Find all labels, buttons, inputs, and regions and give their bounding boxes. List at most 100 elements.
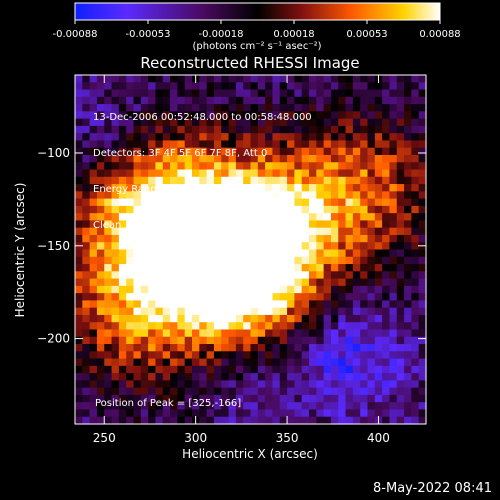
heatmap-cell [396, 285, 405, 294]
heatmap-cell [360, 402, 369, 411]
heatmap-cell [228, 220, 237, 229]
heatmap-cell [418, 75, 427, 83]
heatmap-cell [396, 402, 405, 411]
heatmap-cell [309, 271, 317, 280]
heatmap-cell [148, 409, 157, 418]
heatmap-cell [199, 365, 208, 374]
heatmap-cell [330, 242, 339, 251]
heatmap-cell [96, 104, 105, 112]
heatmap-cell [330, 256, 339, 265]
heatmap-cell [206, 198, 215, 207]
heatmap-cell [287, 176, 295, 185]
heatmap-cell [316, 256, 325, 265]
heatmap-cell [294, 278, 303, 287]
heatmap-cell [418, 169, 427, 178]
heatmap-cell [221, 118, 230, 127]
heatmap-cell [162, 394, 171, 403]
heatmap-cell [104, 176, 113, 185]
heatmap-cell [111, 75, 120, 83]
heatmap-cell [418, 380, 427, 389]
heatmap-cell [316, 336, 325, 345]
heatmap-cell [228, 365, 237, 374]
heatmap-cell [118, 336, 127, 345]
heatmap-cell [235, 133, 244, 142]
heatmap-cell [170, 249, 178, 258]
heatmap-cell [301, 322, 310, 331]
heatmap-cell [404, 307, 412, 316]
heatmap-cell [96, 314, 105, 323]
heatmap-cell [170, 191, 178, 200]
heatmap-cell [396, 300, 405, 309]
heatmap-cell [279, 285, 288, 294]
heatmap-cell [184, 402, 193, 411]
heatmap-cell [404, 89, 412, 98]
heatmap-cell [287, 118, 295, 127]
heatmap-cell [301, 154, 310, 163]
heatmap-cell [374, 191, 383, 200]
heatmap-cell [374, 307, 383, 316]
heatmap-cell [338, 111, 347, 120]
heatmap-cell [89, 256, 98, 265]
heatmap-cell [352, 118, 361, 127]
heatmap-cell [272, 89, 281, 98]
heatmap-cell [82, 220, 91, 229]
heatmap-cell [316, 380, 325, 389]
heatmap-cell [177, 205, 186, 214]
heatmap-cell [75, 96, 83, 105]
heatmap-cell [213, 154, 222, 163]
heatmap-cell [294, 242, 303, 251]
heatmap-cell [148, 184, 157, 192]
heatmap-cell [126, 234, 135, 243]
heatmap-cell [89, 104, 98, 112]
heatmap-cell [228, 140, 237, 149]
heatmap-cell [96, 373, 105, 381]
heatmap-cell [352, 213, 361, 222]
heatmap-cell [184, 234, 193, 243]
heatmap-cell [418, 104, 427, 112]
heatmap-cell [279, 249, 288, 258]
heatmap-cell [140, 285, 149, 294]
heatmap-cell [192, 227, 200, 236]
heatmap-cell [133, 234, 142, 243]
heatmap-cell [170, 307, 178, 316]
heatmap-cell [199, 373, 208, 381]
heatmap-cell [155, 184, 164, 192]
heatmap-cell [148, 191, 157, 200]
heatmap-cell [323, 198, 332, 207]
heatmap-cell [118, 256, 127, 265]
heatmap-cell [316, 329, 325, 338]
heatmap-cell [287, 307, 295, 316]
heatmap-cell [111, 264, 120, 272]
heatmap-cell [411, 402, 420, 411]
heatmap-cell [250, 176, 259, 185]
heatmap-cell [323, 380, 332, 389]
heatmap-cell [367, 198, 376, 207]
heatmap-cell [360, 387, 369, 396]
heatmap-cell [82, 104, 91, 112]
heatmap-cell [411, 198, 420, 207]
heatmap-cell [192, 380, 200, 389]
heatmap-cell [367, 416, 376, 425]
heatmap-cell [330, 118, 339, 127]
heatmap-cell [374, 220, 383, 229]
heatmap-cell [352, 140, 361, 149]
heatmap-cell [345, 227, 354, 236]
heatmap-cell [250, 416, 259, 425]
heatmap-grid [75, 75, 427, 425]
heatmap-cell [192, 336, 200, 345]
heatmap-cell [228, 300, 237, 309]
heatmap-cell [155, 329, 164, 338]
heatmap-cell [257, 184, 266, 192]
heatmap-cell [338, 191, 347, 200]
heatmap-cell [148, 198, 157, 207]
heatmap-cell [301, 416, 310, 425]
heatmap-cell [118, 307, 127, 316]
heatmap-cell [360, 278, 369, 287]
heatmap-cell [367, 394, 376, 403]
heatmap-cell [265, 256, 274, 265]
heatmap-cell [272, 242, 281, 251]
heatmap-cell [82, 256, 91, 265]
heatmap-cell [199, 271, 208, 280]
heatmap-cell [257, 322, 266, 331]
heatmap-cell [89, 402, 98, 411]
